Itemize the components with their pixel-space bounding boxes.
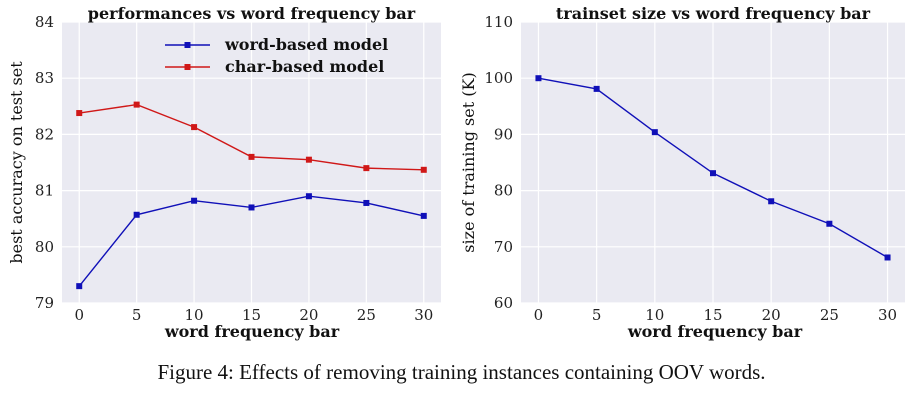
x-tick-label: 5 <box>592 306 602 324</box>
data-point <box>420 212 427 219</box>
x-tick-label: 20 <box>762 306 781 324</box>
data-point <box>826 220 833 227</box>
y-tick-label: 60 <box>494 294 513 312</box>
data-point <box>710 170 716 177</box>
x-tick-label: 15 <box>242 306 261 324</box>
data-point <box>768 198 775 205</box>
legend-label: char-based model <box>225 57 384 76</box>
y-tick-label: 90 <box>494 125 513 143</box>
x-tick-label: 25 <box>820 306 839 324</box>
legend-marker <box>184 42 191 48</box>
figure-caption: Figure 4: Effects of removing training i… <box>157 360 766 384</box>
data-point <box>420 166 427 173</box>
data-point <box>76 283 83 290</box>
x-tick-label: 0 <box>74 306 84 324</box>
y-tick-label: 81 <box>35 182 54 200</box>
x-tick-label: 5 <box>132 306 142 324</box>
data-point <box>76 110 83 117</box>
x-tick-label: 10 <box>645 306 664 324</box>
data-point <box>363 199 370 206</box>
y-tick-label: 84 <box>35 13 54 31</box>
y-tick-label: 100 <box>484 69 513 87</box>
y-tick-label: 80 <box>35 238 54 256</box>
data-point <box>651 129 658 136</box>
data-point <box>884 254 891 261</box>
x-tick-label: 15 <box>703 306 722 324</box>
y-tick-label: 83 <box>35 69 54 87</box>
chart-title: trainset size vs word frequency bar <box>556 4 871 23</box>
x-tick-label: 0 <box>534 306 544 324</box>
legend-marker <box>184 64 191 70</box>
x-axis-label: word frequency bar <box>164 322 340 341</box>
y-axis-label: best accuracy on test set <box>7 61 26 264</box>
x-tick-label: 25 <box>357 306 376 324</box>
chart-panel-2: 0 5 10 15 20 25 30 60 70 80 90 100 110 trainset size … <box>459 4 905 341</box>
legend: word-based model char-based model <box>165 35 388 76</box>
data-point <box>535 75 542 82</box>
y-tick-label: 79 <box>35 294 54 312</box>
data-point <box>305 156 312 163</box>
x-tick-label: 20 <box>299 306 318 324</box>
data-point <box>305 193 312 200</box>
data-point <box>363 165 370 172</box>
y-axis-label: size of training set (K) <box>459 72 478 252</box>
y-tick-label: 82 <box>35 125 54 143</box>
chart-panel-1: 0 5 10 15 20 25 30 79 80 81 82 83 84 performances vs … <box>7 4 441 341</box>
data-point <box>593 85 600 92</box>
x-tick-label: 10 <box>185 306 204 324</box>
data-point <box>133 101 140 108</box>
data-point <box>191 124 198 131</box>
y-tick-label: 110 <box>484 13 513 31</box>
data-point <box>248 204 255 211</box>
y-tick-label: 80 <box>494 182 513 200</box>
x-tick-label: 30 <box>878 306 897 324</box>
chart-title: performances vs word frequency bar <box>88 4 416 23</box>
data-point <box>133 211 140 218</box>
y-tick-label: 70 <box>494 238 513 256</box>
legend-label: word-based model <box>224 35 388 54</box>
data-point <box>191 197 198 204</box>
x-tick-label: 30 <box>414 306 433 324</box>
data-point <box>248 153 255 160</box>
x-axis-label: word frequency bar <box>627 322 803 341</box>
